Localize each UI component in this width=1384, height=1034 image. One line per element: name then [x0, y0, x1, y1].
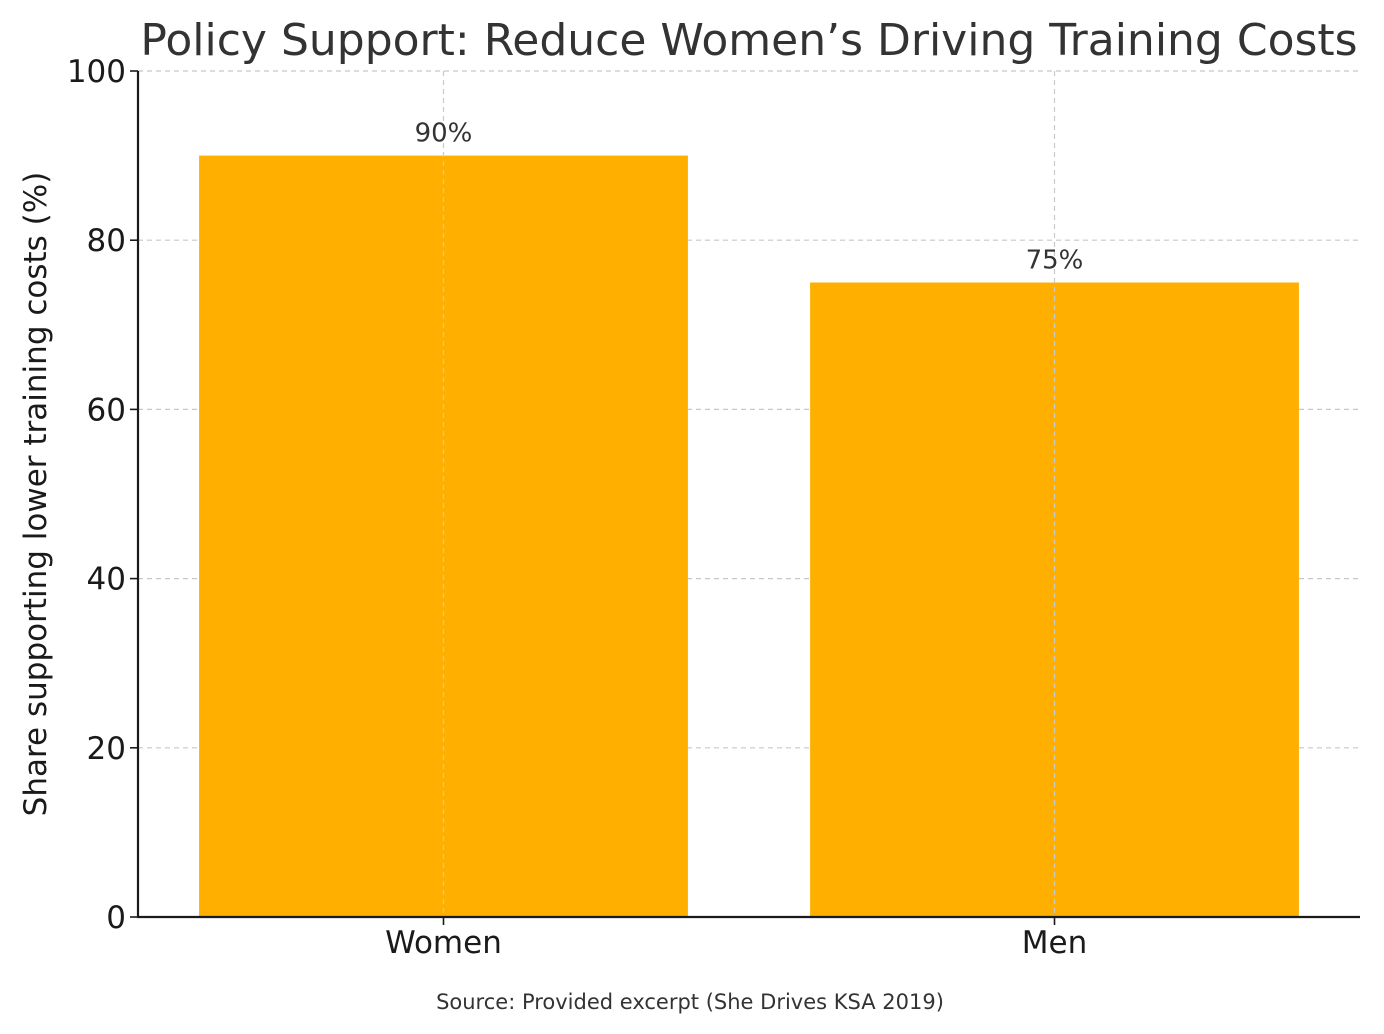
y-tick-label-4: 80 [87, 223, 126, 259]
bars [199, 155, 1299, 918]
vertical-gridlines [442, 71, 1056, 917]
y-axis-ticks: 0 20 40 60 80 100 [67, 54, 138, 936]
x-tick-label-men: Men [1022, 925, 1087, 961]
y-tick-label-2: 40 [87, 562, 126, 598]
x-tick-label-women: Women [385, 925, 502, 961]
y-tick-label-5: 100 [67, 54, 126, 90]
x-axis-ticks: Women Men [385, 917, 1087, 961]
bar-value-label-men: 75% [1026, 246, 1084, 276]
y-tick-label-1: 20 [87, 731, 126, 767]
y-tick-label-3: 60 [87, 392, 126, 428]
source-note: Source: Provided excerpt (She Drives KSA… [436, 990, 944, 1014]
y-axis-label: Share supporting lower training costs (%… [18, 172, 54, 817]
axes [136, 71, 1360, 919]
bar-value-labels: 90% 75% [415, 119, 1084, 276]
y-tick-label-0: 0 [106, 900, 126, 936]
bar-value-label-women: 90% [415, 119, 473, 149]
chart-title: Policy Support: Reduce Women’s Driving T… [140, 15, 1357, 66]
